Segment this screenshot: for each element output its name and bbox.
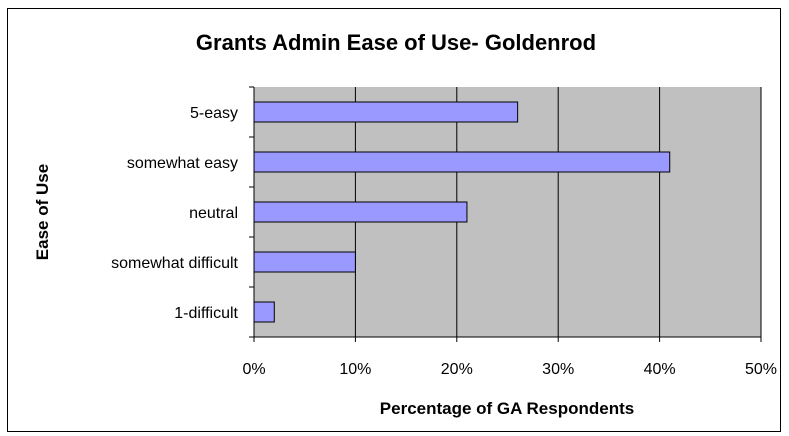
y-tick-labels: 5-easy somewhat easy neutral somewhat diffi… (111, 105, 238, 322)
y-tick-label: neutral (189, 205, 238, 222)
chart-title: Grants Admin Ease of Use- Goldenrod (196, 30, 596, 55)
x-tick-label: 20% (441, 361, 473, 378)
axes (249, 86, 762, 342)
y-tick-label: 1-difficult (174, 305, 238, 322)
bars (253, 101, 671, 323)
bar (253, 201, 468, 223)
x-tick-labels: 0% 10% 20% 30% 40% 50% (242, 361, 777, 378)
x-tick-label: 0% (242, 361, 265, 378)
y-axis-title: Ease of Use (33, 164, 52, 260)
y-tick-label: somewhat easy (127, 155, 238, 172)
y-tick-label: somewhat difficult (111, 255, 238, 272)
x-tick-label: 50% (745, 361, 777, 378)
bar (253, 151, 671, 173)
x-tick-label: 40% (644, 361, 676, 378)
x-tick-label: 30% (542, 361, 574, 378)
bar (253, 101, 519, 123)
x-axis-title: Percentage of GA Respondents (380, 399, 634, 418)
y-tick-label: 5-easy (190, 105, 238, 122)
bar (253, 301, 275, 323)
bar (253, 251, 356, 273)
x-tick-label: 10% (339, 361, 371, 378)
